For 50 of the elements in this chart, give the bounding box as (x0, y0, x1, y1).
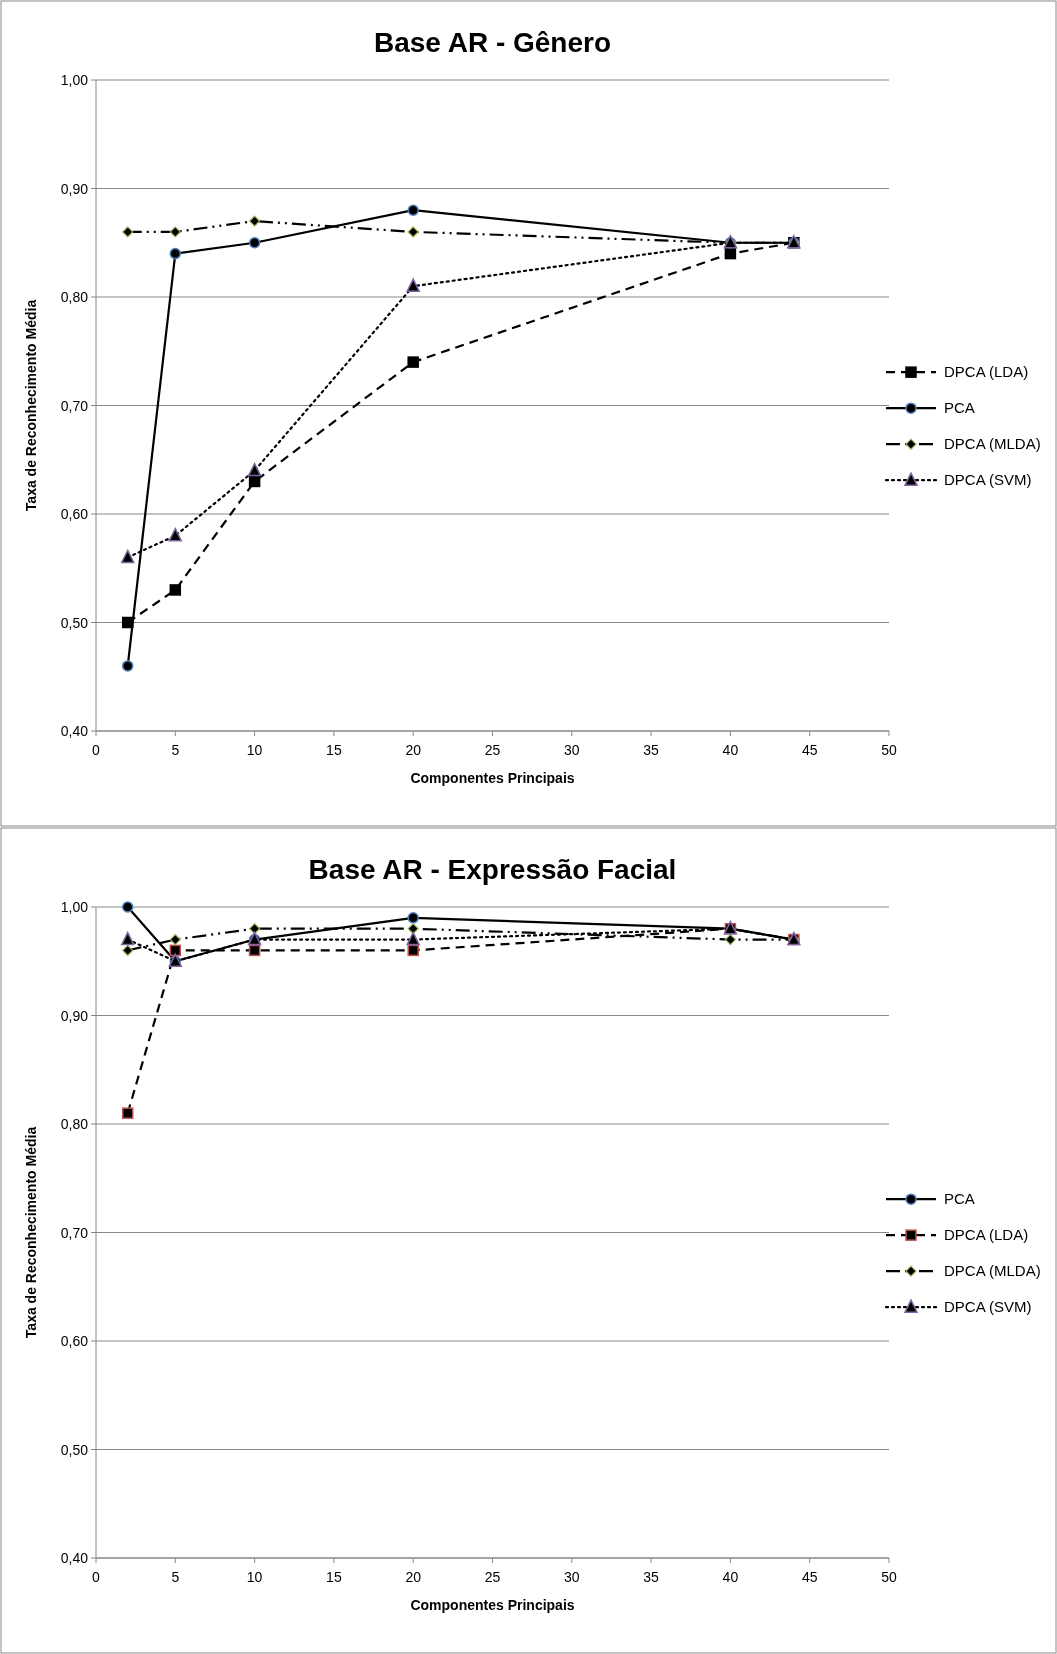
legend-label: DPCA (LDA) (944, 1226, 1029, 1244)
y-axis-title: Taxa de Reconhecimento Média (23, 299, 39, 512)
x-tick-label: 15 (326, 1569, 342, 1585)
y-axis-title: Taxa de Reconhecimento Média (23, 1126, 39, 1339)
chart-title: Base AR - Expressão Facial (308, 854, 677, 885)
x-axis-title: Componentes Principais (410, 770, 575, 786)
legend-label: PCA (944, 1190, 975, 1208)
x-tick-label: 50 (881, 742, 897, 758)
x-tick-label: 20 (405, 742, 422, 758)
legend-label: PCA (944, 399, 975, 417)
x-tick-label: 10 (246, 742, 263, 758)
x-tick-label: 35 (643, 1569, 660, 1585)
y-tick-label: 0,90 (60, 180, 89, 197)
y-tick-label: 0,40 (60, 723, 89, 739)
x-tick-label: 5 (171, 1569, 180, 1585)
x-tick-label: 30 (564, 1569, 580, 1585)
x-tick-label: 45 (801, 1569, 818, 1585)
x-tick-label: 35 (643, 742, 660, 758)
legend-label: DPCA (SVM) (944, 1298, 1032, 1316)
legend-label: DPCA (MLDA) (944, 435, 1041, 453)
x-tick-label: 0 (92, 1569, 101, 1585)
y-tick-label: 0,60 (60, 506, 89, 522)
y-tick-label: 0,50 (60, 614, 89, 631)
x-tick-label: 10 (246, 1569, 263, 1585)
legend-label: DPCA (SVM) (944, 471, 1032, 489)
x-tick-label: 50 (881, 1569, 897, 1585)
x-tick-label: 5 (171, 742, 180, 758)
y-tick-label: 1,00 (60, 72, 89, 88)
legend-label: DPCA (LDA) (944, 363, 1029, 381)
x-tick-label: 45 (801, 742, 818, 758)
x-tick-label: 40 (722, 1569, 739, 1585)
y-tick-label: 0,40 (60, 1550, 89, 1566)
x-tick-label: 25 (484, 1569, 501, 1585)
x-tick-label: 25 (484, 742, 501, 758)
y-tick-label: 0,90 (60, 1007, 89, 1024)
y-tick-label: 0,70 (60, 397, 89, 414)
legend-label: DPCA (MLDA) (944, 1262, 1041, 1280)
y-tick-label: 0,80 (60, 1116, 89, 1132)
x-tick-label: 20 (405, 1569, 422, 1585)
y-tick-label: 0,50 (60, 1441, 89, 1458)
x-axis-title: Componentes Principais (410, 1597, 575, 1613)
chart-title: Base AR - Gênero (373, 27, 612, 58)
x-tick-label: 40 (722, 742, 739, 758)
y-tick-label: 0,70 (60, 1224, 89, 1241)
y-tick-label: 1,00 (60, 899, 89, 915)
y-tick-label: 0,60 (60, 1333, 89, 1349)
x-tick-label: 30 (564, 742, 580, 758)
y-tick-label: 0,80 (60, 289, 89, 305)
x-tick-label: 0 (92, 742, 101, 758)
x-tick-label: 15 (326, 742, 342, 758)
